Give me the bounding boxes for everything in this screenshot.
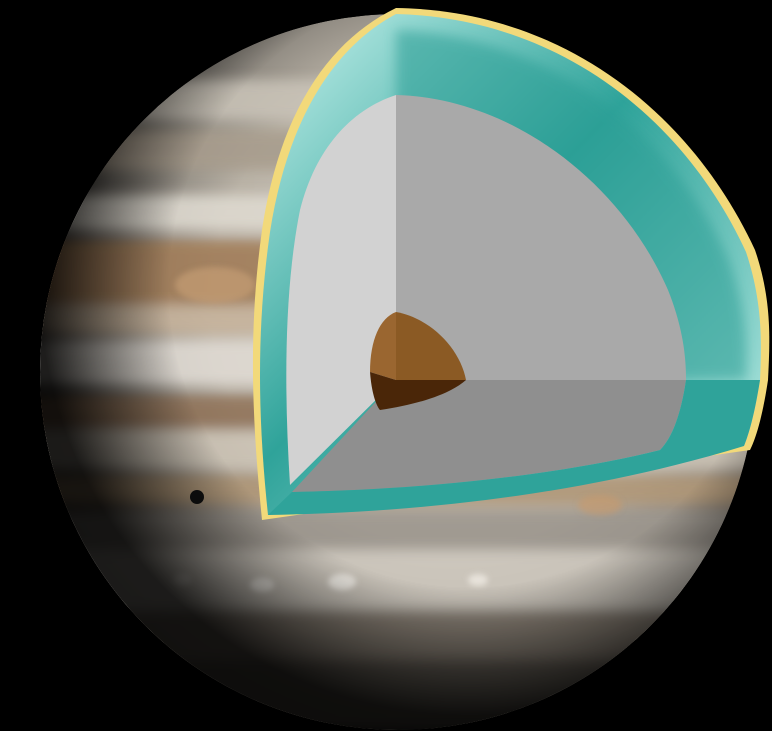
inner-layer-left-face (286, 95, 396, 485)
core (370, 312, 466, 410)
outer-layer-bottom-band (268, 380, 760, 515)
inner-layer-right-face (396, 95, 686, 380)
